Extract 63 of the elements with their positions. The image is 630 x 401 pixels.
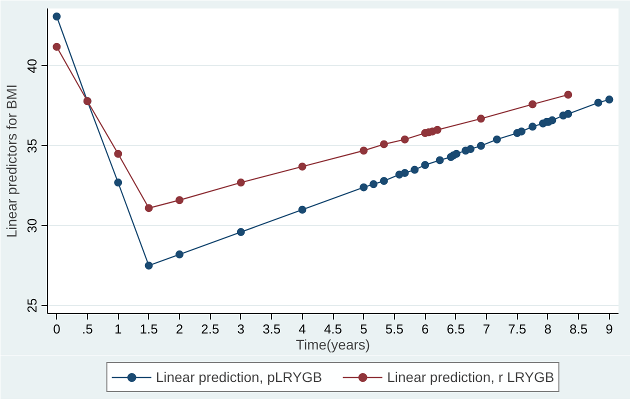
x-tick-label: 4 bbox=[298, 322, 306, 336]
point bbox=[433, 126, 442, 134]
x-tick-label: 2 bbox=[176, 322, 184, 336]
x-tick-label: 4.5 bbox=[324, 322, 342, 336]
point bbox=[380, 176, 388, 185]
x-tick-label: 0 bbox=[53, 322, 60, 336]
y-axis-title: Linear predictors for BMI bbox=[4, 84, 20, 238]
point bbox=[436, 156, 444, 164]
x-axis-title: Time(years) bbox=[296, 336, 370, 352]
legend-label: Linear prediction, pLRYGB bbox=[156, 369, 322, 385]
point bbox=[298, 206, 306, 214]
point bbox=[380, 140, 388, 148]
point bbox=[548, 116, 556, 124]
x-tick-label: 9 bbox=[606, 322, 613, 336]
point bbox=[236, 228, 245, 236]
point bbox=[476, 142, 485, 150]
point bbox=[594, 98, 602, 107]
point bbox=[298, 162, 306, 171]
point bbox=[176, 250, 184, 258]
point bbox=[400, 168, 409, 177]
point bbox=[528, 122, 537, 131]
point bbox=[528, 100, 537, 108]
point bbox=[452, 150, 460, 158]
point bbox=[476, 114, 485, 123]
x-tick-label: 5 bbox=[360, 322, 368, 336]
x-tick-label: 6 bbox=[421, 322, 429, 336]
point bbox=[370, 180, 378, 188]
point bbox=[564, 90, 572, 99]
point bbox=[410, 166, 419, 174]
y-tick-label: 25 bbox=[24, 298, 40, 313]
x-tick-label: 6.5 bbox=[446, 322, 465, 336]
point bbox=[114, 150, 122, 158]
y-tick-label: 35 bbox=[24, 138, 40, 154]
x-tick-label: 5.5 bbox=[385, 322, 404, 336]
point bbox=[400, 135, 409, 144]
point bbox=[360, 183, 368, 192]
point bbox=[144, 204, 153, 212]
point bbox=[360, 146, 368, 155]
x-tick-label: 1 bbox=[114, 322, 122, 336]
x-tick-label: .5 bbox=[82, 322, 93, 336]
x-tick-label: 3 bbox=[237, 322, 245, 336]
y-tick-label: 30 bbox=[24, 218, 40, 233]
x-tick-label: 8.5 bbox=[570, 322, 588, 336]
legend-label: Linear prediction, r LRYGB bbox=[387, 369, 554, 385]
point bbox=[564, 110, 572, 118]
point bbox=[144, 262, 153, 270]
x-tick-label: 7 bbox=[482, 322, 490, 336]
point bbox=[52, 12, 61, 20]
y-tick-label: 40 bbox=[24, 58, 40, 74]
point bbox=[492, 135, 501, 144]
x-tick-label: 7.5 bbox=[508, 322, 526, 336]
point bbox=[605, 96, 614, 104]
x-tick-label: 1.5 bbox=[140, 322, 158, 336]
point bbox=[236, 178, 245, 187]
point bbox=[466, 145, 475, 154]
point bbox=[517, 127, 526, 136]
x-tick-label: 3.5 bbox=[262, 322, 281, 336]
x-tick-label: 2.5 bbox=[201, 322, 220, 336]
point bbox=[421, 161, 430, 169]
x-tick-label: 8 bbox=[544, 322, 552, 336]
point bbox=[176, 196, 184, 204]
point bbox=[114, 178, 122, 187]
point bbox=[52, 42, 61, 51]
